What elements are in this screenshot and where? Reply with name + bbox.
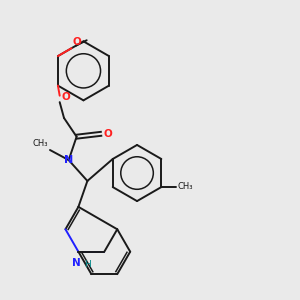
Text: O: O [61, 92, 70, 103]
Text: O: O [103, 129, 112, 139]
Text: CH₃: CH₃ [33, 139, 48, 148]
Text: N: N [72, 258, 81, 268]
Text: H: H [84, 260, 91, 268]
Text: O: O [72, 37, 81, 47]
Text: CH₃: CH₃ [178, 182, 194, 191]
Text: N: N [64, 155, 73, 165]
